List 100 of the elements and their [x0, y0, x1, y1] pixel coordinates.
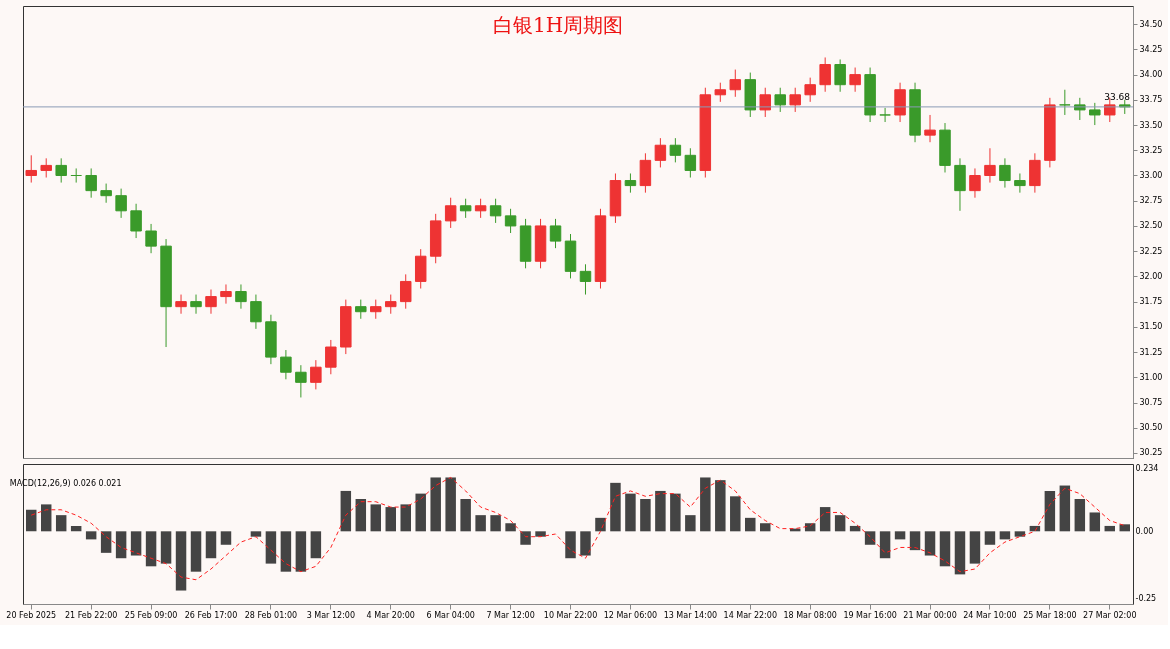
y-tick-label: 30.75	[1139, 398, 1163, 408]
bar	[490, 515, 501, 532]
bar	[1119, 524, 1130, 532]
x-tick-label: 14 Mar 22:00	[723, 610, 777, 620]
bar	[85, 531, 97, 540]
bar	[460, 499, 471, 532]
candlestick	[549, 218, 562, 249]
candlestick	[474, 198, 487, 219]
y-tick-label: 31.75	[1139, 297, 1163, 307]
y-tick-label: 30.25	[1139, 448, 1163, 458]
bar	[265, 531, 277, 564]
bar	[580, 531, 591, 556]
candlestick	[819, 56, 831, 93]
bar	[190, 531, 202, 572]
candlestick	[399, 273, 412, 310]
candlestick	[85, 167, 97, 199]
bar	[26, 509, 37, 532]
candlestick	[834, 58, 846, 93]
candlestick	[879, 107, 891, 123]
candlestick	[729, 69, 742, 98]
bar	[864, 531, 876, 545]
x-tick-label: 12 Mar 06:00	[603, 610, 658, 620]
x-tick-label: 13 Mar 14:00	[663, 610, 718, 620]
y-tick-label: 33.75	[1139, 95, 1163, 105]
bar	[745, 517, 756, 532]
bar	[730, 496, 741, 532]
bar	[160, 531, 172, 564]
y-tick-label: 34.00	[1139, 70, 1163, 80]
bar	[130, 531, 142, 556]
x-tick-label: 21 Mar 00:00	[903, 610, 957, 620]
bar	[520, 531, 531, 545]
bar	[909, 531, 921, 551]
y-tick-label: 32.50	[1139, 221, 1163, 231]
candlestick	[250, 294, 262, 330]
bar	[1044, 490, 1056, 532]
bar	[145, 531, 157, 567]
candlestick	[984, 147, 996, 184]
candlestick	[999, 157, 1011, 189]
candlestick	[1089, 102, 1101, 126]
bar	[1059, 485, 1071, 532]
y-tick-label: 32.25	[1139, 246, 1163, 256]
bar	[610, 482, 621, 532]
bar	[220, 531, 232, 545]
y-tick-label: 31.00	[1139, 372, 1163, 382]
candlestick	[40, 157, 52, 179]
bar	[415, 493, 426, 532]
x-tick-label: 24 Mar 10:00	[963, 610, 1017, 620]
candlestick	[100, 183, 112, 204]
bar	[700, 477, 711, 532]
candlestick	[924, 114, 936, 143]
bar	[370, 504, 382, 532]
chart-title: 白银1H周期图	[492, 13, 624, 37]
candlestick	[385, 294, 397, 315]
candlestick	[130, 203, 142, 239]
bar	[595, 517, 606, 532]
bar	[445, 477, 456, 532]
bar	[505, 523, 516, 532]
bar	[715, 480, 726, 532]
candlestick	[1014, 172, 1026, 194]
candlestick	[235, 283, 247, 310]
bar	[115, 531, 127, 559]
candlestick	[190, 294, 202, 315]
ref-line-label: 33.68	[1104, 91, 1131, 102]
y-tick-label: 0.234	[1135, 463, 1159, 473]
candlestick	[70, 167, 82, 184]
bar	[280, 531, 292, 572]
bar	[250, 531, 262, 537]
bar	[295, 531, 307, 572]
x-tick-label: 27 Mar 02:00	[1083, 610, 1137, 620]
x-tick-label: 6 Mar 04:00	[426, 610, 475, 620]
x-tick-label: 10 Mar 22:00	[543, 610, 598, 620]
candlestick	[355, 299, 367, 320]
y-tick-label: 33.50	[1139, 120, 1163, 130]
y-tick-label: 33.25	[1139, 145, 1163, 155]
candlestick	[459, 198, 472, 219]
bar	[924, 531, 936, 556]
bar	[1089, 512, 1101, 532]
x-tick-label: 7 Mar 12:00	[486, 610, 535, 620]
x-tick-label: 25 Mar 18:00	[1023, 610, 1077, 620]
bar	[879, 531, 891, 559]
bar	[894, 531, 906, 540]
y-tick-label: 31.50	[1139, 322, 1163, 332]
x-tick-label: 21 Feb 22:00	[64, 610, 118, 620]
candlestick	[175, 294, 187, 315]
candlestick	[370, 299, 382, 320]
bar	[205, 531, 217, 559]
x-tick-label: 28 Feb 01:00	[244, 610, 298, 620]
candlestick	[295, 364, 307, 398]
candlestick	[669, 137, 682, 163]
bar	[1014, 531, 1026, 537]
y-tick-label: 34.50	[1139, 19, 1163, 29]
bar	[655, 490, 666, 532]
bar	[760, 523, 771, 532]
bar	[475, 515, 486, 532]
candlestick	[1059, 89, 1071, 116]
x-tick-label: 19 Mar 16:00	[843, 610, 897, 620]
y-tick-label: 32.00	[1139, 271, 1163, 281]
y-tick-label: 30.50	[1139, 423, 1163, 433]
candlestick	[280, 349, 292, 380]
bar	[625, 493, 636, 532]
